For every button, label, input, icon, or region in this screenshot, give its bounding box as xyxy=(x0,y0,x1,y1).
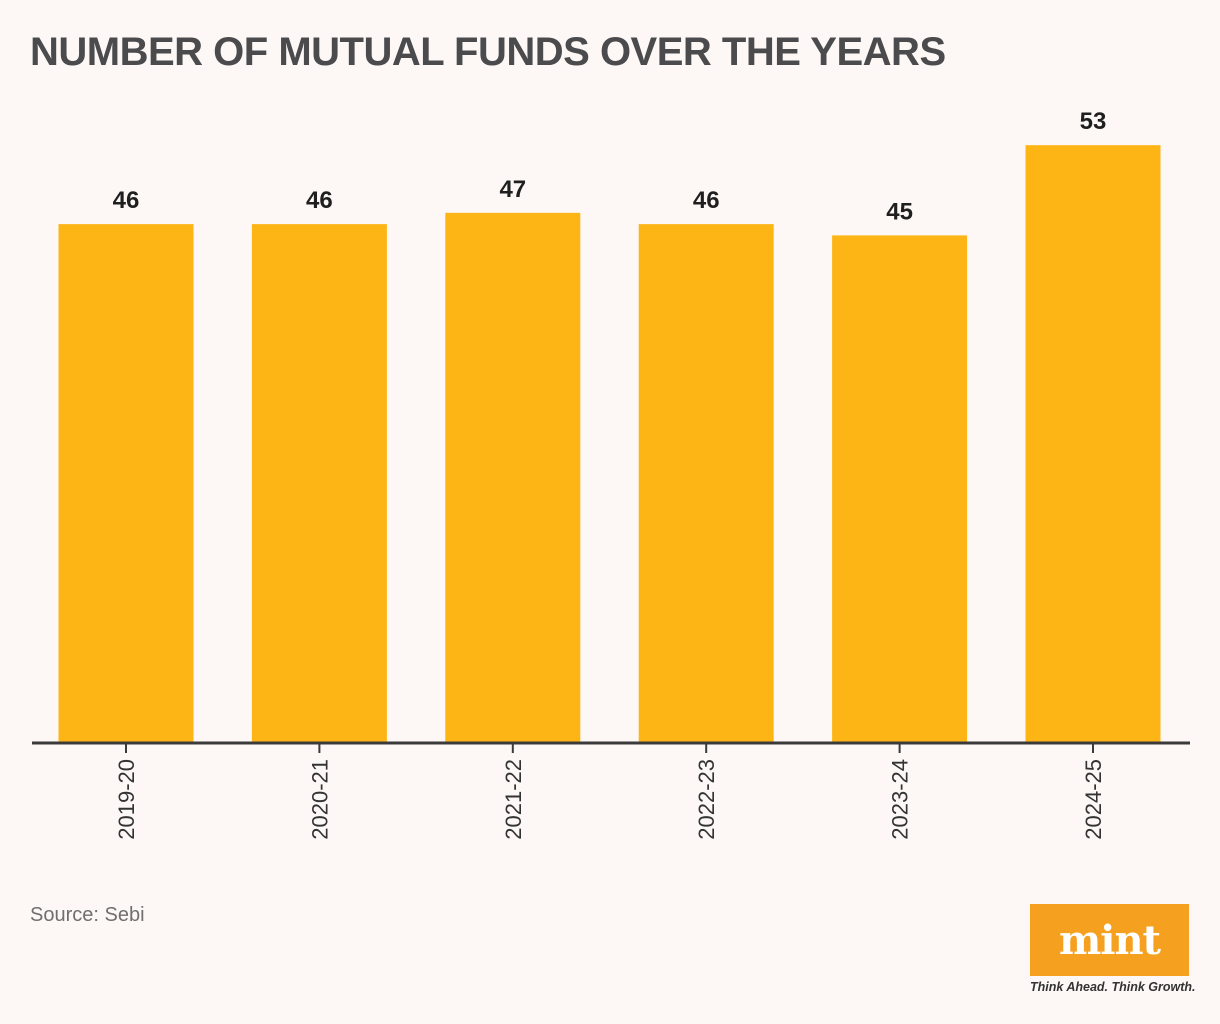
data-label-2019-20: 46 xyxy=(113,187,140,214)
x-tick-label-2021-22: 2021-22 xyxy=(501,759,526,840)
bar-2019-20 xyxy=(58,224,194,743)
x-tick-label-2024-25: 2024-25 xyxy=(1081,759,1106,840)
mint-logo: mint xyxy=(1030,904,1189,976)
bar-2021-22 xyxy=(445,212,581,744)
x-tick-label-2019-20: 2019-20 xyxy=(114,759,139,840)
bar-2023-24 xyxy=(832,235,968,743)
data-label-2024-25: 53 xyxy=(1080,108,1107,135)
bar-2022-23 xyxy=(638,224,774,743)
data-label-2020-21: 46 xyxy=(306,187,333,214)
bar-chart: 46 2019-20 46 2020-21 47 2021-22 46 2022-23 45 20… xyxy=(32,108,1190,840)
data-label-2022-23: 46 xyxy=(693,187,720,214)
source-note: Source: Sebi xyxy=(30,904,145,926)
data-label-2023-24: 45 xyxy=(886,198,913,225)
chart-title: NUMBER OF MUTUAL FUNDS OVER THE YEARS xyxy=(30,30,946,74)
x-tick-label-2022-23: 2022-23 xyxy=(694,759,719,840)
x-tick-label-2023-24: 2023-24 xyxy=(888,759,913,840)
bar-2020-21 xyxy=(251,224,387,743)
data-label-2021-22: 47 xyxy=(499,176,526,203)
mint-logo-word: mint xyxy=(1058,916,1161,964)
tagline: Think Ahead. Think Growth. xyxy=(1030,980,1196,994)
x-tick-label-2020-21: 2020-21 xyxy=(307,759,332,840)
bar-2024-25 xyxy=(1025,145,1161,743)
